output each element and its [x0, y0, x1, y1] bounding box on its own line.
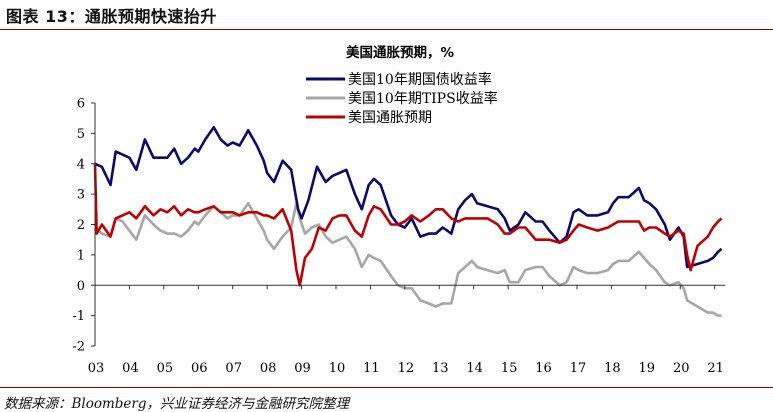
- x-tick-label: 03: [88, 361, 105, 376]
- x-tick-label: 14: [466, 361, 483, 376]
- legend-label-2: 美国通胀预期: [348, 110, 432, 126]
- y-tick-label: -1: [72, 309, 85, 324]
- top-rule: [0, 29, 773, 30]
- x-tick-label: 09: [294, 361, 311, 376]
- y-tick-label: -2: [72, 340, 85, 355]
- y-tick-label: 6: [77, 97, 85, 112]
- x-tick-label: 10: [329, 361, 346, 376]
- x-tick-label: 21: [707, 361, 724, 376]
- x-tick-label: 16: [535, 361, 552, 376]
- legend-label-0: 美国10年期国债收益率: [348, 71, 492, 88]
- x-tick-label: 12: [398, 361, 415, 376]
- x-tick-label: 15: [501, 361, 518, 376]
- x-tick-label: 11: [363, 361, 380, 376]
- y-tick-label: 3: [77, 188, 85, 203]
- series-lines: [93, 126, 723, 317]
- y-tick-label: 4: [77, 157, 85, 172]
- x-tick-label: 06: [191, 361, 208, 376]
- bottom-rule: [0, 387, 773, 388]
- x-tick-label: 18: [604, 361, 621, 376]
- series-line-2: [93, 163, 723, 287]
- legend-label-1: 美国10年期TIPS收益率: [348, 90, 498, 107]
- series-line-0: [94, 126, 723, 269]
- x-tick-label: 17: [570, 361, 587, 376]
- figure-title: 图表 13：通胀预期快速抬升: [6, 7, 217, 26]
- source-note: 数据来源：Bloomberg，兴业证券经济与金融研究院整理: [4, 396, 350, 412]
- x-tick-label: 19: [639, 361, 656, 376]
- x-tick-label: 07: [225, 361, 242, 376]
- y-tick-label: 2: [77, 218, 85, 233]
- y-tick-label: 0: [77, 279, 85, 294]
- x-tick-label: 04: [122, 361, 139, 376]
- y-tick-label: 5: [77, 127, 85, 142]
- y-tick-label: 1: [77, 248, 85, 263]
- x-tick-label: 13: [432, 361, 449, 376]
- x-tick-label: 05: [157, 361, 174, 376]
- x-tick-label: 08: [260, 361, 277, 376]
- chart-title: 美国通胀预期，%: [346, 44, 454, 61]
- x-tick-label: 20: [673, 361, 690, 376]
